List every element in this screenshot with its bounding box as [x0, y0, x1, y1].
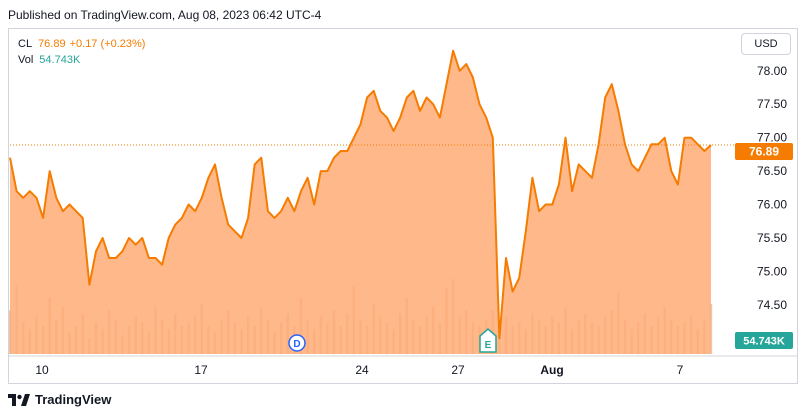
currency-button[interactable]: USD: [741, 33, 791, 55]
volume-tag: 54.743K: [735, 332, 793, 349]
y-tick-label: 75.50: [757, 231, 787, 245]
earnings-marker-label: E: [485, 340, 492, 351]
volume-tag-label: 54.743K: [743, 336, 785, 348]
x-tick-label: 27: [451, 363, 465, 377]
legend-vol-label: Vol: [18, 54, 34, 66]
y-tick-label: 76.00: [757, 198, 787, 212]
footer-brand-label: TradingView: [35, 392, 112, 407]
price-line: [9, 49, 712, 340]
legend-price: 76.89: [38, 38, 66, 50]
price-tag: 76.89: [735, 143, 793, 160]
legend-symbol: CL: [18, 38, 33, 50]
price-axis[interactable]: 74.50 75.00 75.50 76.00 76.50 77.00 77.50 78.00: [757, 64, 787, 312]
footer-brand[interactable]: TradingView: [8, 392, 111, 407]
y-tick-label: 76.50: [757, 164, 787, 178]
x-tick-label: 24: [355, 363, 369, 377]
legend-vol-value: 54.743K: [39, 54, 81, 66]
x-tick-label: 17: [194, 363, 208, 377]
price-tag-label: 76.89: [749, 145, 779, 159]
legend-volume-row: Vol 54.743K: [18, 52, 145, 68]
chart-frame: [8, 28, 798, 384]
dividend-marker[interactable]: [288, 334, 306, 352]
x-tick-label: 10: [35, 363, 49, 377]
y-tick-label: 75.00: [757, 264, 787, 278]
legend: CL 76.89 +0.17 (+0.23%) Vol 54.743K: [18, 36, 145, 68]
x-tick-label: Aug: [540, 363, 563, 377]
published-caption: Published on TradingView.com, Aug 08, 20…: [8, 8, 322, 22]
earnings-marker[interactable]: [479, 328, 497, 353]
legend-change: +0.17 (+0.23%): [69, 38, 146, 50]
time-axis[interactable]: 10 17 24 27 Aug 7: [35, 363, 683, 377]
tradingview-logo-icon: [8, 393, 30, 406]
y-tick-label: 74.50: [757, 298, 787, 312]
x-tick-label: 7: [677, 363, 684, 377]
legend-price-row: CL 76.89 +0.17 (+0.23%): [18, 36, 145, 52]
y-tick-label: 78.00: [757, 64, 787, 78]
y-tick-label: 77.00: [757, 131, 787, 145]
price-area-fill: [10, 50, 711, 354]
dividend-marker-label: D: [293, 339, 300, 350]
y-tick-label: 77.50: [757, 97, 787, 111]
